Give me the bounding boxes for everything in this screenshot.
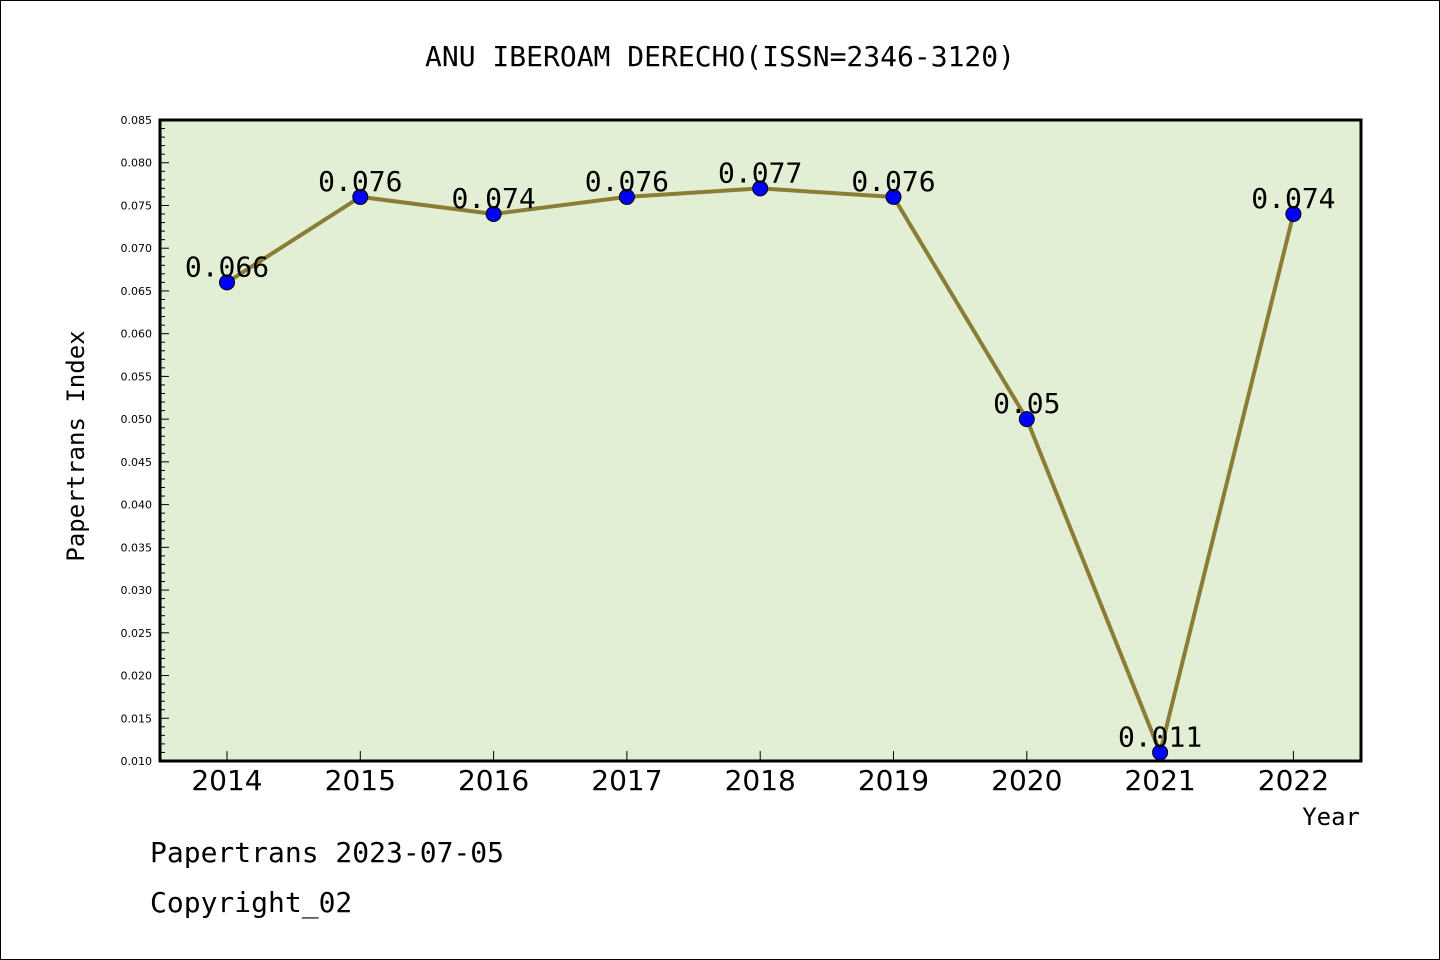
data-point-marker	[352, 188, 369, 205]
data-label: 0.074	[451, 182, 535, 215]
x-tick-label: 2019	[858, 764, 929, 797]
data-labels: 0.066 0.076 0.074 0.076 0.077 0.076 0.05 0.011 0…	[185, 156, 1336, 753]
data-point-marker	[1018, 411, 1035, 428]
x-tick-label: 2022	[1258, 764, 1329, 797]
y-tick-label: 0.070	[121, 242, 153, 255]
footer-copyright: Copyright_02	[150, 886, 353, 919]
y-tick-label: 0.035	[121, 541, 153, 554]
plot-area	[158, 118, 1363, 763]
data-label: 0.076	[851, 165, 935, 198]
x-tick-label: 2016	[458, 764, 529, 797]
data-label: 0.05	[993, 387, 1060, 420]
y-tick-label: 0.085	[121, 114, 153, 127]
data-label: 0.077	[718, 156, 802, 189]
data-point-marker	[618, 188, 635, 205]
y-tick-label: 0.010	[121, 755, 153, 768]
x-tick-label: 2018	[725, 764, 796, 797]
y-tick-label: 0.060	[121, 328, 153, 341]
y-tick-label: 0.020	[121, 670, 153, 683]
x-tick-label: 2021	[1124, 764, 1195, 797]
data-point-marker	[752, 180, 769, 197]
data-label: 0.074	[1251, 182, 1335, 215]
y-axis-label: Papertrans Index	[62, 330, 90, 561]
x-axis: 2014 2015 2016 2017 2018 2019 2020 2021 2022	[191, 751, 1329, 797]
y-axis: 0.010 0.015 0.020 0.025 0.030 0.035 0.040 0.045…	[121, 114, 169, 768]
data-point-marker	[219, 274, 235, 291]
data-label: 0.066	[185, 250, 269, 283]
y-tick-label: 0.050	[121, 413, 153, 426]
y-tick-label: 0.015	[121, 712, 153, 725]
y-tick-label: 0.045	[121, 456, 153, 469]
data-point-marker	[1152, 744, 1169, 761]
data-markers	[219, 180, 1302, 761]
data-point-marker	[485, 206, 502, 223]
y-tick-label: 0.080	[121, 157, 153, 170]
data-label: 0.011	[1118, 720, 1202, 753]
data-point-marker	[885, 188, 902, 205]
footer-date: Papertrans 2023-07-05	[150, 836, 505, 869]
data-point-marker	[1285, 206, 1302, 223]
x-tick-label: 2020	[991, 764, 1062, 797]
x-tick-label: 2014	[191, 764, 262, 797]
y-tick-label: 0.075	[121, 199, 153, 212]
y-tick-label: 0.025	[121, 627, 153, 640]
chart-title: ANU IBEROAM DERECHO(ISSN=2346-3120)	[425, 40, 1015, 73]
data-label: 0.076	[585, 165, 669, 198]
y-tick-label: 0.030	[121, 584, 153, 597]
data-label: 0.076	[318, 165, 402, 198]
x-tick-label: 2017	[591, 764, 662, 797]
x-tick-label: 2015	[325, 764, 396, 797]
y-tick-label: 0.065	[121, 285, 153, 298]
y-tick-label: 0.040	[121, 499, 153, 512]
y-tick-label: 0.055	[121, 370, 153, 383]
x-axis-label: Year	[1302, 803, 1360, 831]
